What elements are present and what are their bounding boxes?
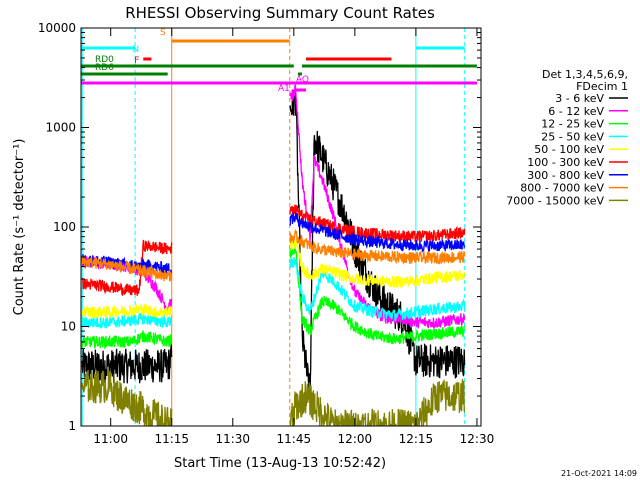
x-axis-label: Start Time (13-Aug-13 10:52:42) [174,456,386,471]
legend-label: 3 - 6 keV [555,92,604,105]
flag-label: S [160,28,166,38]
legend-label: 800 - 7000 keV [520,182,604,195]
flag-label: AQ [296,75,309,85]
series-line [289,238,466,288]
legend-header: Det 1,3,4,5,6,9, [542,68,628,81]
series-line [81,313,173,329]
x-tick-label: 12:15 [399,432,434,446]
x-tick-label: 11:00 [93,432,128,446]
series-line [289,204,466,243]
series-line [289,246,466,345]
legend-label: 300 - 800 keV [527,169,604,182]
series-line [81,369,173,426]
timestamp-label: 21-Oct-2021 14:09 [561,469,637,478]
x-tick-label: 12:00 [338,432,373,446]
legend-label: 25 - 50 keV [541,130,604,143]
x-tick-label: 11:30 [215,432,250,446]
legend-header: FDecim 1 [576,80,628,93]
flag-label: F [134,56,139,66]
series-line [81,256,173,282]
x-tick-label: 11:45 [277,432,312,446]
series-line [81,239,173,297]
legend-label: 100 - 300 keV [527,156,604,169]
x-tick-label: 12:30 [460,432,495,446]
y-tick-label: 100 [53,220,76,234]
x-tick-label: 11:15 [154,432,189,446]
flag-label: A1 [278,84,290,94]
series-line [289,256,466,322]
legend-label: 6 - 12 keV [548,105,604,118]
chart-title: RHESSI Observing Summary Count Rates [125,4,435,22]
series-line [289,212,466,254]
series-line [289,228,466,265]
y-tick-label: 1 [68,419,76,433]
flag-label: RD6 [95,63,114,73]
y-tick-label: 10 [61,320,76,334]
y-tick-label: 10000 [38,21,76,35]
y-tick-label: 1000 [45,121,76,135]
legend-label: 12 - 25 keV [541,118,604,131]
series-line [81,330,172,350]
series-line [289,84,466,330]
flag-label: N [132,45,139,55]
series-line [289,89,466,400]
flag-label: RD0 [95,55,114,65]
series-line [81,342,173,384]
legend-label: 7000 - 15000 keV [506,194,604,207]
y-axis-label: Count Rate (s⁻¹ detector⁻¹) [12,139,27,316]
series-line [81,303,173,319]
legend-label: 50 - 100 keV [534,143,604,156]
